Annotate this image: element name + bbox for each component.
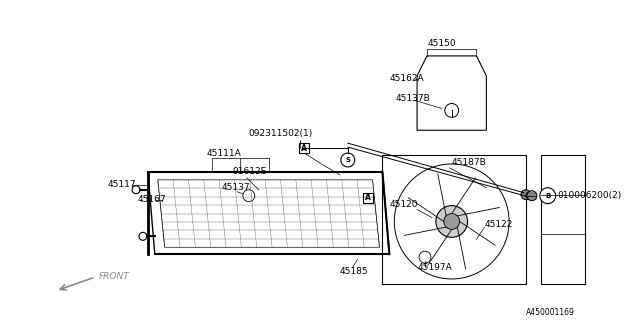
Circle shape	[444, 213, 460, 229]
Text: 092311502(1): 092311502(1)	[249, 129, 313, 138]
Text: 45137: 45137	[221, 183, 250, 192]
Circle shape	[341, 153, 355, 167]
Text: B: B	[545, 193, 550, 199]
Circle shape	[527, 191, 537, 201]
Circle shape	[521, 190, 531, 200]
Text: A: A	[365, 193, 371, 202]
Text: 45111A: 45111A	[206, 148, 241, 157]
Text: 45137B: 45137B	[396, 94, 430, 103]
Text: 45162A: 45162A	[389, 74, 424, 83]
Text: 91612E: 91612E	[232, 167, 266, 176]
Text: 45120: 45120	[389, 200, 418, 209]
Text: 45167: 45167	[138, 195, 166, 204]
Bar	[383, 155, 526, 284]
Text: 45197A: 45197A	[417, 263, 452, 272]
Text: S: S	[346, 157, 350, 163]
Text: A450001169: A450001169	[526, 308, 575, 317]
Text: A: A	[301, 144, 307, 153]
Circle shape	[436, 206, 468, 237]
Circle shape	[526, 192, 534, 200]
Text: 45187B: 45187B	[452, 158, 486, 167]
Text: 45185: 45185	[340, 267, 369, 276]
Text: 45122: 45122	[484, 220, 513, 229]
Text: 010006200(2): 010006200(2)	[557, 191, 622, 200]
Circle shape	[540, 188, 556, 204]
Text: 45150: 45150	[428, 38, 456, 48]
Text: FRONT: FRONT	[99, 272, 129, 282]
Text: 45117: 45117	[108, 180, 136, 189]
